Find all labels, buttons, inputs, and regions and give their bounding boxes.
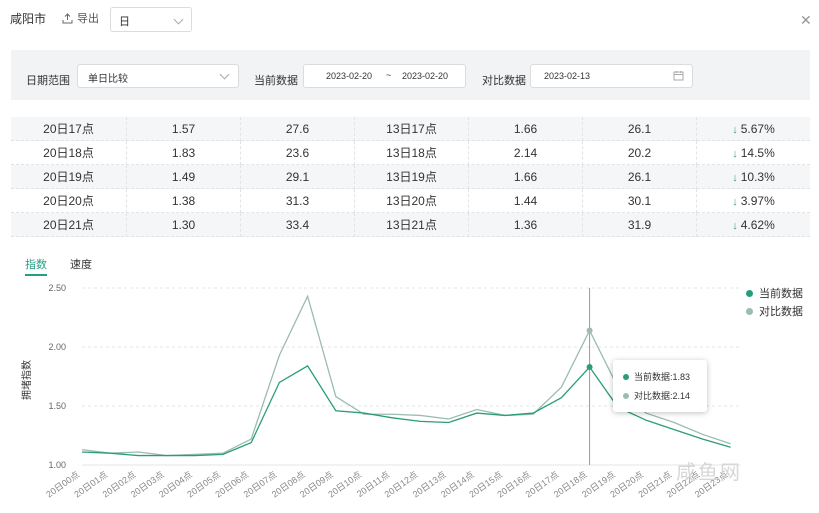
table-cell: 26.1 xyxy=(583,165,697,189)
date-range-label: 日期范围 xyxy=(26,75,70,87)
table-cell: 1.38 xyxy=(127,189,241,213)
table-cell: 1.66 xyxy=(469,165,583,189)
period-select[interactable]: 日 xyxy=(110,7,192,32)
date-range-select[interactable]: 单日比较 xyxy=(77,64,239,88)
tooltip-row-current: 当前数据:1.83 xyxy=(613,367,707,386)
table-cell: 20.2 xyxy=(583,141,697,165)
compare-date-input[interactable]: 2023-02-13 xyxy=(530,64,693,88)
table-cell: 1.66 xyxy=(469,117,583,141)
table-cell: 1.30 xyxy=(127,213,241,237)
export-button[interactable]: 导出 xyxy=(62,10,99,26)
table-cell: ↓ 14.5% xyxy=(697,141,810,165)
highlight-point xyxy=(586,327,593,334)
compare-date-value: 2023-02-13 xyxy=(544,71,591,81)
tooltip-dot xyxy=(623,392,629,399)
table-cell: 26.1 xyxy=(583,117,697,141)
table-cell: 20日21点 xyxy=(11,213,127,237)
down-arrow-icon: ↓ xyxy=(732,124,738,136)
table-row: 20日21点 1.30 33.4 13日21点 1.36 31.9 ↓ 4.62% xyxy=(11,213,810,237)
change-value: 10.3% xyxy=(740,170,775,184)
calendar-icon xyxy=(673,71,684,81)
data-table: 20日17点 1.57 27.6 13日17点 1.66 26.1 ↓ 5.67% 20日18点… xyxy=(11,117,810,237)
table-row: 20日17点 1.57 27.6 13日17点 1.66 26.1 ↓ 5.67% xyxy=(11,117,810,141)
legend-dot xyxy=(746,289,753,297)
table-cell: 20日19点 xyxy=(11,165,127,189)
city-title: 咸阳市 xyxy=(10,12,47,26)
down-arrow-icon: ↓ xyxy=(732,148,738,160)
table-row: 20日18点 1.83 23.6 13日18点 2.14 20.2 ↓ 14.5% xyxy=(11,141,810,165)
y-tick-label: 1.50 xyxy=(48,401,66,411)
change-value: 14.5% xyxy=(740,146,775,160)
congestion-chart[interactable]: 1.001.502.002.50拥堵指数20日00点20日01点20日02点20… xyxy=(0,280,819,513)
export-label: 导出 xyxy=(77,13,99,25)
legend-item-current[interactable]: 当前数据 xyxy=(746,285,803,301)
table-cell: 20日18点 xyxy=(11,141,127,165)
table-cell: 31.9 xyxy=(583,213,697,237)
table-cell: 1.44 xyxy=(469,189,583,213)
highlight-point xyxy=(586,364,593,371)
close-icon[interactable]: ✕ xyxy=(800,12,812,28)
table-cell: 30.1 xyxy=(583,189,697,213)
table-cell: 13日18点 xyxy=(355,141,469,165)
tooltip-row-compare: 对比数据:2.14 xyxy=(613,386,707,405)
table-cell: 13日20点 xyxy=(355,189,469,213)
tooltip-compare: 对比数据:2.14 xyxy=(634,391,691,401)
table-cell: ↓ 5.67% xyxy=(697,117,810,141)
date-range-value: 单日比较 xyxy=(88,74,128,85)
legend-label-compare: 对比数据 xyxy=(759,306,803,318)
down-arrow-icon: ↓ xyxy=(732,196,738,208)
table-cell: 20日20点 xyxy=(11,189,127,213)
table-row: 20日20点 1.38 31.3 13日20点 1.44 30.1 ↓ 3.97% xyxy=(11,189,810,213)
y-tick-label: 2.00 xyxy=(48,342,66,352)
table-cell: 13日19点 xyxy=(355,165,469,189)
table-cell: 1.57 xyxy=(127,117,241,141)
down-arrow-icon: ↓ xyxy=(732,220,738,232)
legend-item-compare[interactable]: 对比数据 xyxy=(746,303,803,319)
table-cell: 29.1 xyxy=(241,165,355,189)
tab-underline xyxy=(25,274,47,276)
tab-index[interactable]: 指数 xyxy=(25,259,47,271)
current-date-range-input[interactable]: 2023-02-20 ~ 2023-02-20 xyxy=(303,64,466,88)
y-tick-label: 2.50 xyxy=(48,283,66,293)
change-value: 4.62% xyxy=(740,218,775,232)
table-row: 20日19点 1.49 29.1 13日19点 1.66 26.1 ↓ 10.3% xyxy=(11,165,810,189)
table-cell: 27.6 xyxy=(241,117,355,141)
current-end-date: 2023-02-20 xyxy=(402,71,449,81)
table-cell: 1.36 xyxy=(469,213,583,237)
change-value: 3.97% xyxy=(740,194,775,208)
tooltip-dot xyxy=(623,373,629,380)
table-cell: 1.49 xyxy=(127,165,241,189)
table-cell: 1.83 xyxy=(127,141,241,165)
compare-data-label: 对比数据 xyxy=(482,75,526,87)
tab-speed[interactable]: 速度 xyxy=(70,259,92,271)
table-cell: 2.14 xyxy=(469,141,583,165)
table-cell: ↓ 4.62% xyxy=(697,213,810,237)
table-cell: ↓ 3.97% xyxy=(697,189,810,213)
table-cell: 13日21点 xyxy=(355,213,469,237)
date-separator: ~ xyxy=(386,70,392,80)
down-arrow-icon: ↓ xyxy=(732,172,738,184)
table-cell: ↓ 10.3% xyxy=(697,165,810,189)
chart-tooltip: 当前数据:1.83 对比数据:2.14 xyxy=(613,360,707,412)
table-cell: 31.3 xyxy=(241,189,355,213)
chevron-down-icon xyxy=(173,14,184,25)
y-axis-label: 拥堵指数 xyxy=(20,360,33,400)
change-value: 5.67% xyxy=(740,122,775,136)
legend-label-current: 当前数据 xyxy=(759,288,803,300)
table-cell: 33.4 xyxy=(241,213,355,237)
table-cell: 23.6 xyxy=(241,141,355,165)
export-icon xyxy=(62,12,73,23)
y-tick-label: 1.00 xyxy=(48,460,66,470)
watermark: 咸鱼网 xyxy=(676,462,742,484)
chevron-down-icon xyxy=(219,69,230,80)
current-data-label: 当前数据 xyxy=(254,75,298,87)
tooltip-current: 当前数据:1.83 xyxy=(634,372,691,382)
table-cell: 20日17点 xyxy=(11,117,127,141)
current-start-date: 2023-02-20 xyxy=(326,71,373,81)
legend-dot xyxy=(746,307,753,315)
period-select-value: 日 xyxy=(119,16,130,28)
table-cell: 13日17点 xyxy=(355,117,469,141)
